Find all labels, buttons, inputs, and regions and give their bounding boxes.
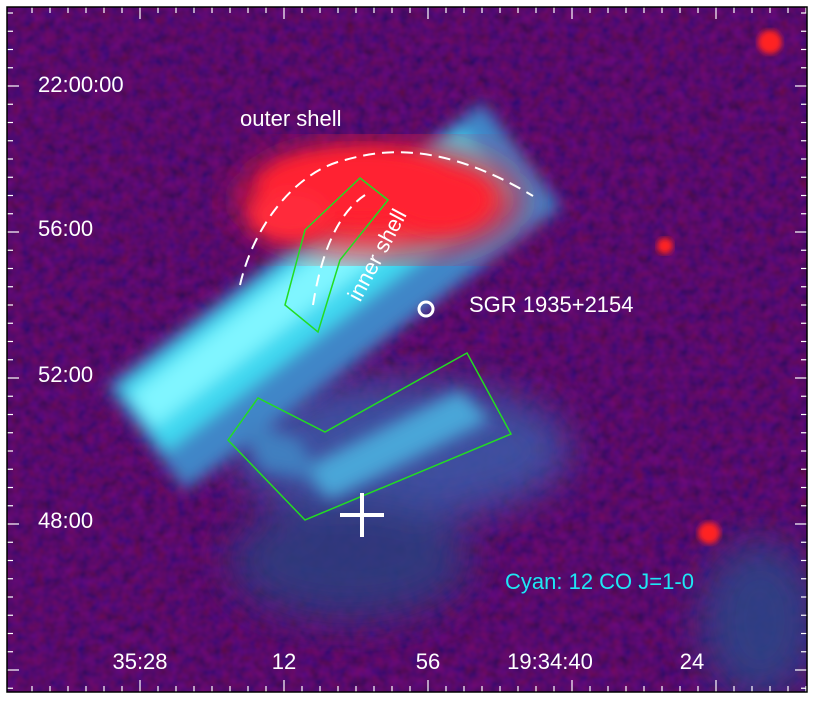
- legend-label: Cyan: 12 CO J=1-0: [505, 569, 694, 594]
- outer-shell-arc: [239, 151, 534, 286]
- x-label: 56: [416, 649, 440, 674]
- x-label: 35:28: [112, 649, 167, 674]
- cross-marker: [340, 493, 384, 537]
- y-label: 56:00: [38, 216, 93, 241]
- x-label: 24: [680, 649, 704, 674]
- source-label: SGR 1935+2154: [469, 292, 634, 317]
- ticks: [7, 7, 807, 692]
- inner-shell-arc: [312, 194, 366, 306]
- x-label: 12: [272, 649, 296, 674]
- sgr-marker: [417, 300, 435, 318]
- x-label: 19:34:40: [507, 649, 593, 674]
- image: outer shell inner shell SGR 1935+2154 Cy…: [7, 7, 807, 692]
- region-inner: [284, 177, 390, 334]
- frame: [6, 6, 808, 693]
- y-label: 48:00: [38, 508, 93, 533]
- y-label: 22:00:00: [38, 72, 124, 97]
- region-lower: [227, 351, 513, 521]
- outer-shell-label: outer shell: [240, 106, 342, 131]
- y-label: 52:00: [38, 362, 93, 387]
